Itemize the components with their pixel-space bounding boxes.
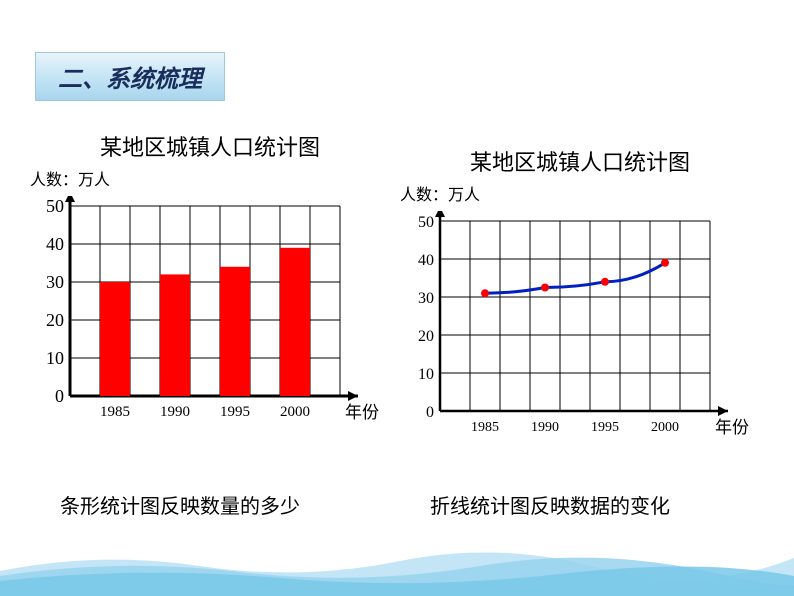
- svg-text:10: 10: [46, 348, 64, 368]
- line-chart-y-label: 人数：万人: [400, 181, 760, 205]
- bar-chart-caption: 条形统计图反映数量的多少: [60, 490, 300, 519]
- bar-chart-y-label: 人数：万人: [30, 166, 390, 190]
- svg-text:30: 30: [418, 290, 434, 307]
- svg-text:40: 40: [418, 252, 434, 269]
- svg-text:1990: 1990: [160, 404, 190, 420]
- bar-chart-container: 某地区城镇人口统计图 人数：万人 0 10 20 30 40 50 1985 1990 1995…: [30, 130, 390, 436]
- svg-text:2000: 2000: [651, 420, 679, 435]
- svg-text:2000: 2000: [280, 404, 310, 420]
- svg-text:50: 50: [418, 214, 434, 231]
- svg-text:30: 30: [46, 272, 64, 292]
- svg-text:20: 20: [46, 310, 64, 330]
- svg-text:1995: 1995: [220, 404, 250, 420]
- line-chart-title: 某地区城镇人口统计图: [400, 145, 760, 177]
- wave-footer-decoration: [0, 546, 794, 596]
- svg-text:1985: 1985: [471, 420, 499, 435]
- svg-text:1985: 1985: [100, 404, 130, 420]
- line-chart-caption: 折线统计图反映数据的变化: [430, 490, 670, 519]
- svg-text:年份: 年份: [345, 403, 379, 422]
- svg-text:年份: 年份: [715, 418, 749, 437]
- bar-chart-title: 某地区城镇人口统计图: [30, 130, 390, 162]
- svg-text:40: 40: [46, 234, 64, 254]
- svg-text:10: 10: [418, 366, 434, 383]
- line-chart-container: 某地区城镇人口统计图 人数：万人 0 10 20 30 40 50 1985 1990 1995…: [400, 145, 760, 451]
- bar-chart-area: 0 10 20 30 40 50 1985 1990 1995 2000 年份: [30, 196, 390, 436]
- svg-text:0: 0: [55, 386, 64, 406]
- svg-text:1995: 1995: [591, 420, 619, 435]
- svg-text:1990: 1990: [531, 420, 559, 435]
- svg-text:50: 50: [46, 196, 64, 216]
- svg-text:0: 0: [426, 404, 434, 421]
- section-header: 二、系统梳理: [35, 52, 225, 101]
- line-chart-area: 0 10 20 30 40 50 1985 1990 1995 2000 年份: [400, 211, 760, 451]
- svg-text:20: 20: [418, 328, 434, 345]
